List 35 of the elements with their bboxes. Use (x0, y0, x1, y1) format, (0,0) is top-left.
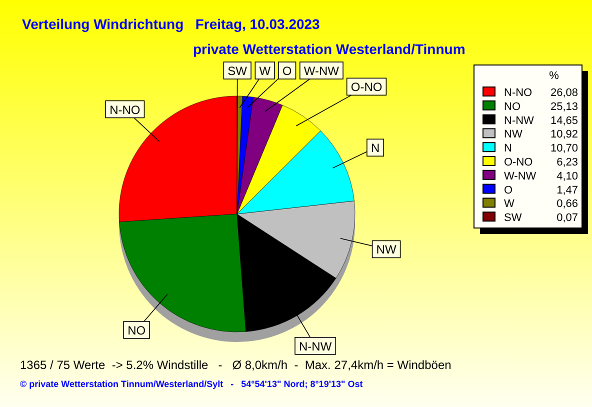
text: 1365 / 75 Werte -> 5.2% Windstille - Ø 8,0km/h - Max. 27,4km/h = Windböen (20, 358, 452, 372)
slice-label: N-NW (299, 339, 332, 354)
legend-label: N (504, 142, 512, 155)
data-label: 1,47 (556, 184, 578, 196)
slice-label: NO (128, 323, 146, 338)
legend-label: N-NO (504, 87, 533, 99)
legend-title: % (549, 70, 560, 82)
legend-label: NO (504, 100, 521, 113)
legend-label: N-NW (504, 114, 535, 127)
legend-label: W (504, 198, 515, 210)
legend-label: NW (504, 128, 523, 141)
slice-label: SW (228, 64, 248, 78)
slice-label: W (259, 64, 272, 78)
slice-label: W-NW (304, 64, 340, 78)
data-label: 14,65 (550, 114, 578, 127)
data-label: 10,70 (550, 142, 578, 155)
legend-label: W-NW (504, 170, 537, 182)
data-label: 0,66 (556, 198, 578, 210)
legend-label: O-NO (504, 156, 534, 168)
legend-label: SW (504, 212, 522, 224)
slice-label: N (370, 141, 380, 156)
data-label: 6,23 (556, 156, 578, 168)
data-label: 10,92 (550, 128, 578, 141)
slice-label: N-NO (110, 102, 140, 117)
chart-subtitle: private Wetterstation Westerland/Tinnum (193, 41, 466, 57)
data-label: 4,10 (556, 170, 578, 182)
legend-label: O (504, 184, 513, 196)
slice-label: O-NO (350, 80, 382, 94)
chart-title: Verteilung Windrichtung Freitag, 10.03.2023 (22, 16, 320, 32)
slice-label: NW (376, 242, 397, 257)
data-label: 25,13 (550, 100, 578, 113)
text: © private Wetterstation Tinnum/Westerland/Sylt - 54°54'13" Nord; 8°19'13" Ost (20, 379, 363, 389)
slice-label: O (282, 64, 292, 78)
data-label: 0,07 (556, 212, 578, 224)
data-label: 26,08 (550, 87, 578, 99)
